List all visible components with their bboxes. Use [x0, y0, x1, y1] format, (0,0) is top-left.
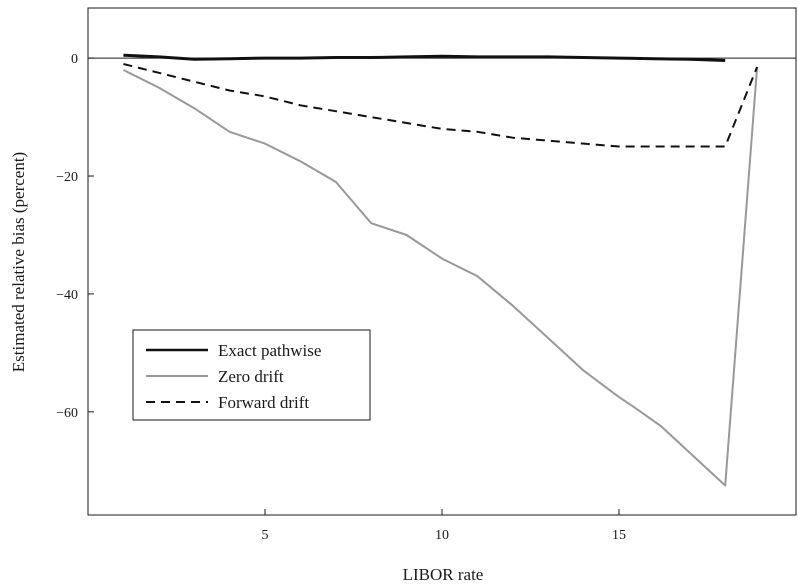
legend-label-exact-pathwise: Exact pathwise — [218, 341, 321, 360]
series-line-forward-drift — [123, 63, 759, 148]
series-line-exact-pathwise — [123, 53, 726, 62]
legend-label-forward-drift: Forward drift — [218, 393, 309, 412]
x-tick-label: 10 — [435, 528, 449, 543]
y-tick-label: 0 — [71, 52, 78, 67]
y-tick-label: −40 — [56, 288, 78, 303]
legend-label-zero-drift: Zero drift — [218, 367, 284, 386]
x-axis-title: LIBOR rate — [403, 565, 484, 584]
legend: Exact pathwise Zero drift Forward drift — [132, 329, 371, 421]
ticks-layer: 5 10 15 0 −20 −40 −60 — [56, 52, 626, 543]
y-tick-label: −60 — [56, 406, 78, 421]
y-tick-label: −20 — [56, 170, 78, 185]
series-layer — [122, 53, 759, 487]
x-tick-label: 15 — [612, 528, 626, 543]
plot-frame — [87, 7, 797, 516]
x-tick-label: 5 — [262, 528, 269, 543]
y-axis-title: Estimated relative bias (percent) — [9, 152, 28, 372]
series-line-zero-drift — [122, 66, 759, 487]
